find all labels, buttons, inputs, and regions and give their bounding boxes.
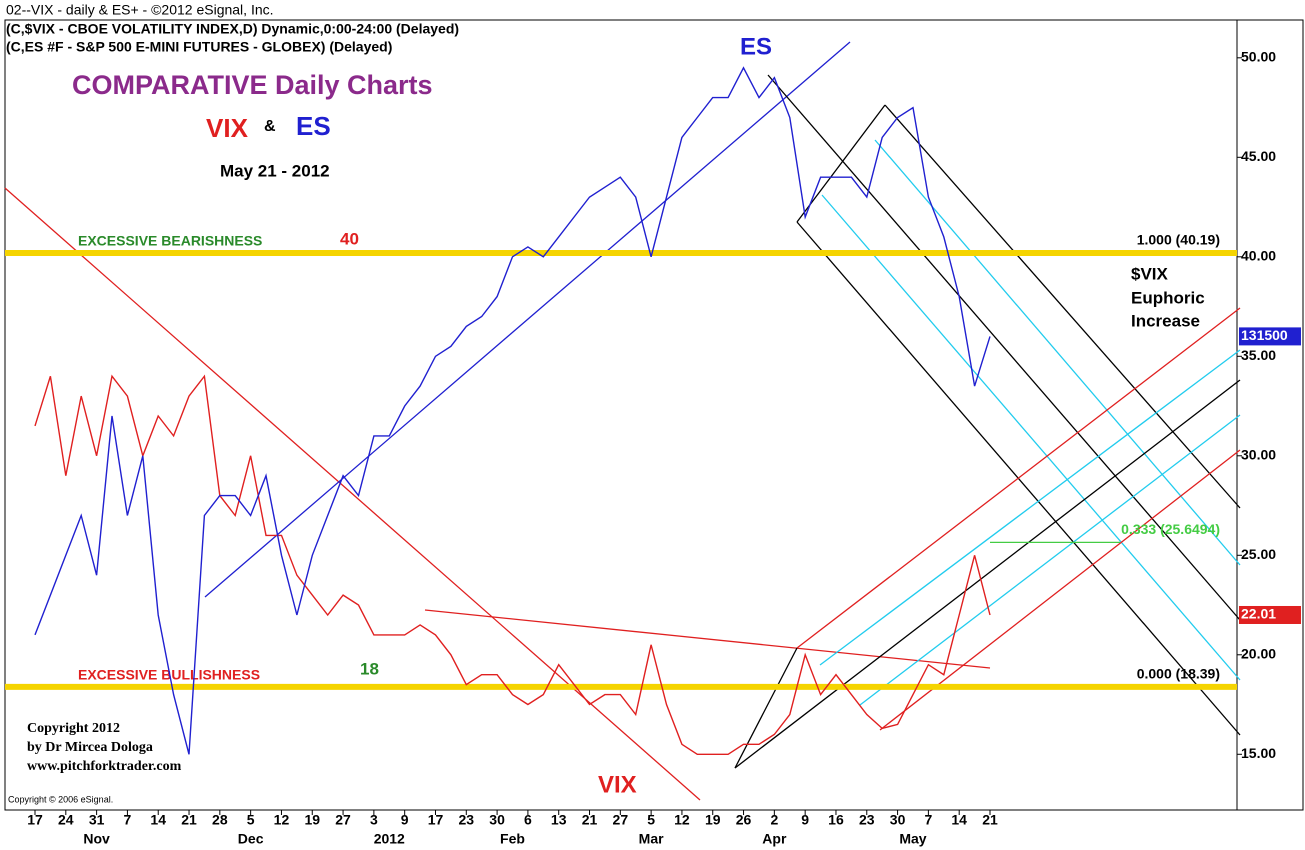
annotation: 18 bbox=[360, 659, 379, 678]
level-label: 0.000 (18.39) bbox=[1137, 666, 1220, 682]
copyright: Copyright 2012 bbox=[27, 721, 120, 736]
x-tick-label: 23 bbox=[859, 812, 875, 828]
header-line: (C,ES #F - S&P 500 E-MINI FUTURES - GLOB… bbox=[6, 39, 392, 55]
pitchfork bbox=[874, 139, 1241, 566]
month-label: Nov bbox=[83, 831, 110, 847]
annotation: EXCESSIVE BEARISHNESS bbox=[78, 233, 262, 249]
y-tick-label: 30.00 bbox=[1241, 446, 1276, 462]
last-value: 22.01 bbox=[1241, 606, 1276, 622]
header-line: 02--VIX - daily & ES+ - ©2012 eSignal, I… bbox=[6, 2, 274, 18]
x-tick-label: 26 bbox=[736, 812, 752, 828]
x-tick-label: 30 bbox=[890, 812, 906, 828]
header-line: (C,$VIX - CBOE VOLATILITY INDEX,D) Dynam… bbox=[6, 21, 459, 37]
y-tick-label: 20.00 bbox=[1241, 645, 1276, 661]
x-tick-label: 9 bbox=[401, 812, 409, 828]
annotation: EXCESSIVE BULLISHNESS bbox=[78, 667, 260, 683]
pitchfork bbox=[879, 449, 1241, 731]
x-tick-label: 24 bbox=[58, 812, 74, 828]
y-tick-label: 25.00 bbox=[1241, 546, 1276, 562]
copyright: www.pitchforktrader.com bbox=[27, 759, 182, 774]
series-line bbox=[34, 374, 991, 755]
level-label: 0.333 (25.6494) bbox=[1121, 521, 1220, 537]
title-vix: VIX bbox=[206, 113, 249, 143]
x-tick-label: 31 bbox=[89, 812, 105, 828]
x-tick-label: 21 bbox=[982, 812, 998, 828]
series-label: ES bbox=[740, 33, 772, 60]
series-label: VIX bbox=[598, 771, 637, 798]
x-tick-label: 9 bbox=[801, 812, 809, 828]
plot-frame bbox=[4, 19, 1238, 811]
x-tick-label: 7 bbox=[924, 812, 932, 828]
last-value: 131500 bbox=[1241, 327, 1288, 343]
x-tick-label: 17 bbox=[428, 812, 444, 828]
subtitle: May 21 - 2012 bbox=[220, 161, 330, 180]
pitchfork bbox=[734, 379, 1241, 769]
annotation: Euphoric bbox=[1131, 288, 1205, 307]
x-tick-label: 27 bbox=[335, 812, 351, 828]
pitchfork bbox=[796, 104, 886, 223]
month-label: 2012 bbox=[374, 831, 405, 847]
x-tick-label: 28 bbox=[212, 812, 228, 828]
y-tick-label: 40.00 bbox=[1241, 248, 1276, 264]
pitchfork bbox=[734, 647, 798, 769]
y-tick-label: 15.00 bbox=[1241, 745, 1276, 761]
x-tick-label: 19 bbox=[304, 812, 320, 828]
x-tick-label: 23 bbox=[459, 812, 475, 828]
pitchfork bbox=[767, 74, 1241, 621]
pitchfork bbox=[796, 307, 1241, 649]
last-value-box bbox=[1239, 605, 1301, 624]
x-tick-label: 5 bbox=[247, 812, 255, 828]
y-tick-label: 50.00 bbox=[1241, 49, 1276, 65]
last-value-box bbox=[1239, 327, 1301, 346]
series-line bbox=[34, 66, 991, 755]
x-tick-label: 3 bbox=[370, 812, 378, 828]
pitchfork bbox=[819, 349, 1241, 666]
trend-line bbox=[424, 609, 991, 669]
chart-title: COMPARATIVE Daily Charts bbox=[72, 70, 433, 100]
x-tick-label: 13 bbox=[551, 812, 567, 828]
copyright: by Dr Mircea Dologa bbox=[27, 740, 153, 755]
month-label: Mar bbox=[639, 831, 664, 847]
x-tick-label: 12 bbox=[674, 812, 690, 828]
pitchfork bbox=[884, 104, 1241, 509]
annotation: Increase bbox=[1131, 311, 1200, 330]
x-tick-label: 5 bbox=[647, 812, 655, 828]
month-label: May bbox=[899, 831, 926, 847]
y-tick-label: 35.00 bbox=[1241, 347, 1276, 363]
month-label: Feb bbox=[500, 831, 525, 847]
month-label: Dec bbox=[238, 831, 264, 847]
x-tick-label: 27 bbox=[613, 812, 629, 828]
x-tick-label: 17 bbox=[27, 812, 43, 828]
x-tick-label: 19 bbox=[705, 812, 721, 828]
x-tick-label: 21 bbox=[582, 812, 598, 828]
month-label: Apr bbox=[762, 831, 787, 847]
annotation: 40 bbox=[340, 229, 359, 248]
annotation: $VIX bbox=[1131, 264, 1169, 283]
axis-panel bbox=[1236, 19, 1304, 811]
y-tick-label: 45.00 bbox=[1241, 148, 1276, 164]
trend-line bbox=[204, 41, 851, 598]
x-tick-label: 21 bbox=[181, 812, 197, 828]
x-tick-label: 12 bbox=[274, 812, 290, 828]
x-tick-label: 6 bbox=[524, 812, 532, 828]
pitchfork bbox=[821, 194, 1241, 681]
x-tick-label: 2 bbox=[770, 812, 778, 828]
x-tick-label: 7 bbox=[124, 812, 132, 828]
x-tick-label: 30 bbox=[489, 812, 505, 828]
pitchfork bbox=[859, 414, 1241, 706]
drawings bbox=[4, 41, 1241, 801]
copyright: Copyright © 2006 eSignal. bbox=[8, 794, 113, 804]
level-label: 1.000 (40.19) bbox=[1137, 232, 1220, 248]
x-tick-label: 14 bbox=[951, 812, 967, 828]
x-tick-label: 14 bbox=[150, 812, 166, 828]
x-tick-label: 16 bbox=[828, 812, 844, 828]
title-amp: & bbox=[264, 118, 276, 135]
title-es: ES bbox=[296, 111, 331, 141]
